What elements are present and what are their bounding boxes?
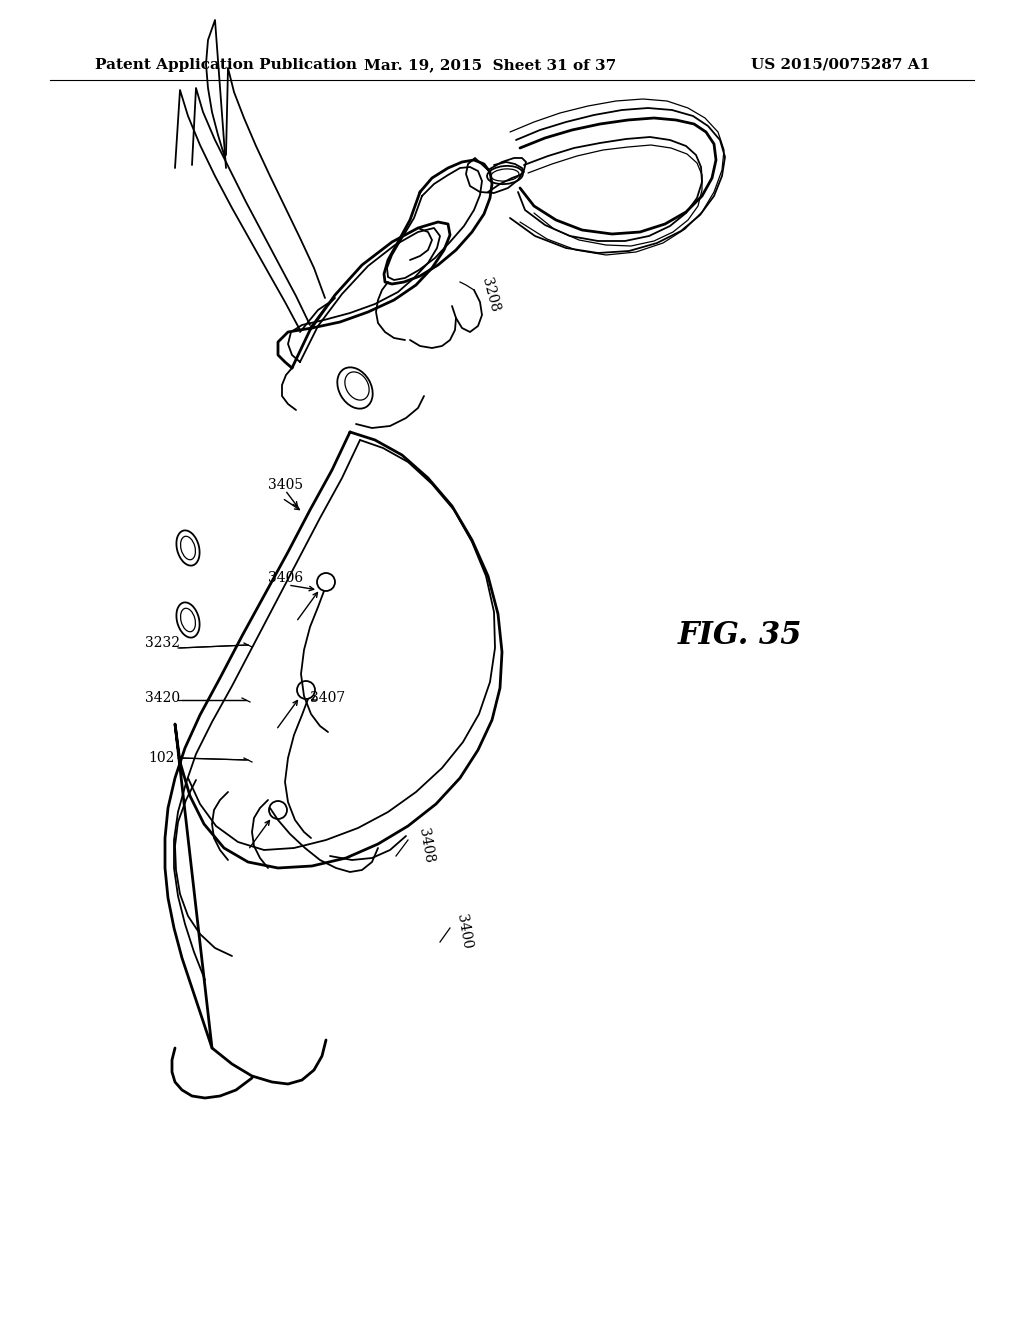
Text: 102: 102 [148, 751, 174, 766]
Text: 3406: 3406 [268, 572, 303, 585]
Text: US 2015/0075287 A1: US 2015/0075287 A1 [751, 58, 930, 73]
Text: 3407: 3407 [310, 690, 345, 705]
Text: 3208: 3208 [479, 276, 502, 314]
Text: FIG. 35: FIG. 35 [678, 619, 802, 651]
Ellipse shape [180, 536, 196, 560]
Ellipse shape [180, 609, 196, 632]
Ellipse shape [176, 531, 200, 565]
Ellipse shape [345, 372, 369, 400]
Ellipse shape [176, 602, 200, 638]
Text: Mar. 19, 2015  Sheet 31 of 37: Mar. 19, 2015 Sheet 31 of 37 [364, 58, 616, 73]
Ellipse shape [337, 367, 373, 409]
Text: 3405: 3405 [268, 478, 303, 492]
Text: 3420: 3420 [145, 690, 180, 705]
Text: 3408: 3408 [416, 828, 436, 865]
Text: Patent Application Publication: Patent Application Publication [95, 58, 357, 73]
Ellipse shape [492, 169, 519, 181]
Text: 3232: 3232 [145, 636, 180, 649]
Ellipse shape [487, 166, 523, 183]
Text: 3400: 3400 [454, 913, 474, 950]
